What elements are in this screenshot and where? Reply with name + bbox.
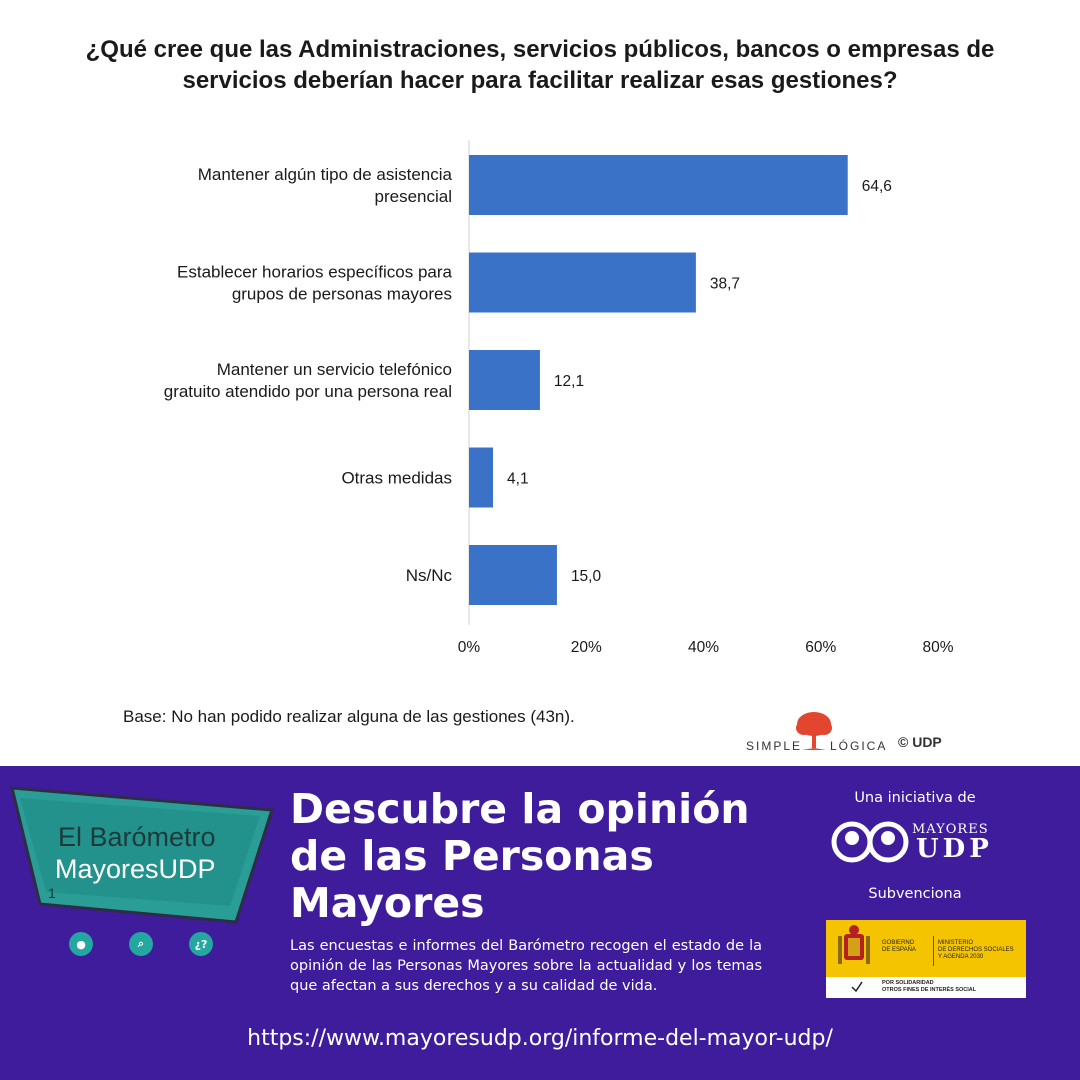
simple-logica-brand: SIMPLE LÓGICA © UDP (746, 710, 966, 760)
gobierno-logo: GOBIERNO DE ESPAÑA MINISTERIO DE DERECHO… (826, 920, 1026, 998)
bar-4 (469, 545, 557, 605)
bar-1 (469, 252, 696, 313)
value-label-3: 4,1 (507, 471, 529, 488)
udp-mayores: MAYORES (912, 822, 989, 837)
barometro-line1: El Barómetro (58, 822, 216, 852)
bar-3 (469, 447, 494, 508)
headline: Descubre la opinión de las Personas Mayo… (290, 785, 750, 927)
category-label-0-0: Mantener algún tipo de asistencia (198, 165, 453, 184)
category-label-0-1: presencial (375, 187, 453, 206)
barometro-number: 1 (48, 885, 56, 901)
brand-copyright: © UDP (898, 734, 942, 750)
bar-chart: 64,6 Mantener algún tipo de asistencia pre… (164, 140, 954, 656)
udp-text: UDP (916, 834, 993, 864)
x-tick-label-4: 80% (922, 639, 953, 656)
value-label-1: 38,7 (710, 276, 740, 293)
x-tick-label-3: 60% (805, 639, 836, 656)
barometro-logo: 1 El Barómetro MayoresUDP (10, 786, 276, 936)
brand-logica: LÓGICA (830, 739, 888, 753)
brand-simple: SIMPLE (746, 739, 803, 753)
category-label-4-0: Ns/Nc (406, 566, 453, 585)
udp-circles-icon (831, 821, 909, 863)
x-tick-label-2: 40% (688, 639, 719, 656)
gov-right-text: MINISTERIO DE DERECHOS SOCIALES Y AGENDA… (938, 940, 1014, 960)
checkmark-icon (851, 981, 863, 993)
x-tick-label-1: 20% (571, 639, 602, 656)
x-tick-label-0: 0% (458, 639, 481, 656)
user-icon[interactable]: ● (69, 932, 93, 956)
tree-logo-icon (796, 712, 832, 750)
coat-of-arms-icon (838, 925, 870, 964)
gov-bottom-text: POR SOLIDARIDAD OTROS FINES DE INTERÉS S… (882, 980, 977, 993)
mayores-udp-logo: MAYORES UDP (830, 818, 1010, 868)
value-label-4: 15,0 (571, 568, 602, 585)
category-label-1-0: Establecer horarios específicos para (177, 263, 453, 282)
bar-2 (469, 350, 540, 410)
chart-area: ¿Qué cree que las Administraciones, serv… (85, 36, 995, 760)
promo-banner: 1 El Barómetro MayoresUDP ● ⌕ ¿? Descubr… (0, 766, 1080, 1080)
gov-white-strip (826, 977, 1026, 998)
question-icon[interactable]: ¿? (189, 932, 213, 956)
chart-title: ¿Qué cree que las Administraciones, serv… (85, 36, 995, 94)
value-label-0: 64,6 (862, 178, 892, 195)
value-label-2: 12,1 (554, 373, 584, 390)
search-icon[interactable]: ⌕ (129, 932, 153, 956)
website-link[interactable]: https://www.mayoresudp.org/informe-del-m… (247, 1026, 833, 1051)
barometro-line2: MayoresUDP (55, 854, 216, 884)
category-label-2-1: gratuito atendido por una persona real (164, 382, 452, 401)
bar-0 (469, 155, 848, 215)
gov-left-text: GOBIERNO DE ESPAÑA (882, 940, 916, 953)
gov-divider (933, 936, 934, 966)
description: Las encuestas e informes del Barómetro r… (290, 938, 762, 994)
subvenciona-label: Subvenciona (868, 886, 962, 902)
category-label-2-0: Mantener un servicio telefónico (217, 360, 452, 379)
initiative-label: Una iniciativa de (854, 790, 976, 806)
base-note: Base: No han podido realizar alguna de l… (123, 707, 575, 726)
category-label-3-0: Otras medidas (341, 469, 452, 488)
category-label-1-1: grupos de personas mayores (232, 285, 452, 304)
